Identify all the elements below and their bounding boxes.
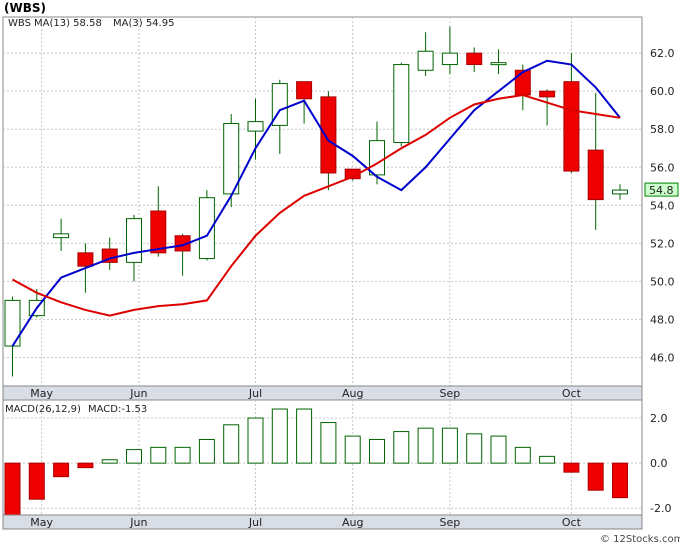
candle-down — [466, 52, 483, 66]
candle-up — [126, 218, 142, 263]
macd-bar-positive — [466, 433, 483, 464]
candle-down — [344, 168, 361, 180]
macd-bar-positive — [490, 435, 507, 464]
candle-down — [296, 81, 313, 100]
legend-ma3: MA(3) 54.95 — [113, 18, 174, 29]
macd-bar-negative — [612, 462, 628, 499]
candle-down — [77, 252, 94, 267]
month-labels: May May Jun Jun Jul Jul Aug Aug Sep Sep Oct Oct — [30, 387, 581, 529]
macd-bar-positive — [198, 438, 215, 464]
macd-bar-positive — [417, 427, 434, 464]
price-tick-label: 58.0 — [650, 123, 675, 136]
candle-down — [514, 69, 531, 96]
price-tick-label: 54.0 — [650, 199, 675, 212]
candle-down — [563, 81, 580, 172]
candle-up — [417, 50, 434, 71]
legend-wbs: WBS — [8, 18, 31, 29]
macd-bar-positive — [539, 455, 556, 464]
last-price-label: 54.8 — [649, 184, 674, 197]
macd-bar-negative — [563, 462, 580, 473]
ma3-line — [12, 93, 621, 317]
macd-bar-negative — [4, 462, 21, 516]
macd-bar-positive — [174, 446, 191, 464]
month-label: Aug — [342, 387, 363, 400]
price-tick-label: 52.0 — [650, 237, 675, 250]
legend-ma13: MA(13) 58.58 — [34, 18, 102, 29]
candle-up — [490, 62, 507, 66]
month-label: Oct — [562, 387, 582, 400]
chart-title: (WBS) — [4, 1, 46, 15]
price-tick-label: 46.0 — [650, 351, 675, 364]
month-label-bottom: May — [30, 516, 53, 529]
macd-bar-positive — [441, 427, 458, 464]
macd-bar-positive — [271, 408, 288, 464]
candle-up — [441, 52, 458, 66]
candle-up — [198, 197, 215, 260]
macd-bar-positive — [150, 446, 167, 464]
month-label: Sep — [440, 387, 461, 400]
price-tick-label: 48.0 — [650, 313, 675, 326]
month-label-bottom: Sep — [440, 516, 461, 529]
macd-bar-positive — [247, 417, 264, 464]
bottom-month-band — [2, 514, 643, 530]
month-label: Jun — [129, 387, 147, 400]
macd-bar-positive — [514, 446, 531, 464]
month-band — [2, 385, 643, 401]
candle-down — [150, 210, 167, 254]
candle-up — [612, 189, 628, 195]
price-tick-label: 56.0 — [650, 161, 675, 174]
watermark: © 12Stocks.com — [600, 534, 680, 545]
macd-bar-positive — [296, 408, 313, 464]
candle-up — [393, 64, 410, 144]
candle-up — [247, 121, 264, 132]
macd-bar-positive — [126, 449, 142, 464]
macd-bar-positive — [320, 422, 337, 464]
macd-tick-label: -2.0 — [650, 502, 671, 515]
price-marks — [4, 26, 628, 377]
candle-down — [320, 96, 337, 174]
month-label: Jul — [248, 387, 262, 400]
macd-bar-positive — [369, 438, 385, 464]
macd-legend-value: MACD:-1.53 — [88, 404, 147, 415]
macd-bar-negative — [77, 462, 94, 469]
candle-up — [53, 233, 70, 239]
ma13-line — [11, 59, 621, 347]
macd-bar-positive — [344, 435, 361, 464]
price-tick-label: 60.0 — [650, 85, 675, 98]
month-label-bottom: Oct — [562, 516, 582, 529]
macd-tick-label: 2.0 — [650, 412, 668, 425]
price-grid — [3, 17, 642, 386]
candle-up — [369, 140, 385, 176]
macd-bar-positive — [223, 424, 240, 464]
last-price-tag — [644, 182, 679, 197]
price-tick-label: 62.0 — [650, 47, 675, 60]
macd-tick-label: 0.0 — [650, 457, 668, 470]
month-label-bottom: Jul — [248, 516, 262, 529]
price-tick-label: 50.0 — [650, 275, 675, 288]
month-label-bottom: Aug — [342, 516, 363, 529]
macd-bar-positive — [393, 431, 410, 464]
macd-bar-negative — [53, 462, 70, 478]
price-panel — [2, 16, 643, 387]
month-label-bottom: Jun — [129, 516, 147, 529]
macd-bar-negative — [28, 462, 45, 500]
candle-down — [587, 149, 604, 201]
macd-marks — [4, 408, 628, 516]
macd-legend-title: MACD(26,12,9) — [5, 404, 81, 415]
candle-down — [539, 90, 556, 98]
month-label: May — [30, 387, 53, 400]
macd-bar-positive — [101, 459, 118, 464]
axis-labels: 46.0 48.0 50.0 52.0 54.0 56.0 58.0 60.0 62.0 -2.0… — [650, 47, 675, 515]
macd-bar-negative — [587, 462, 604, 491]
